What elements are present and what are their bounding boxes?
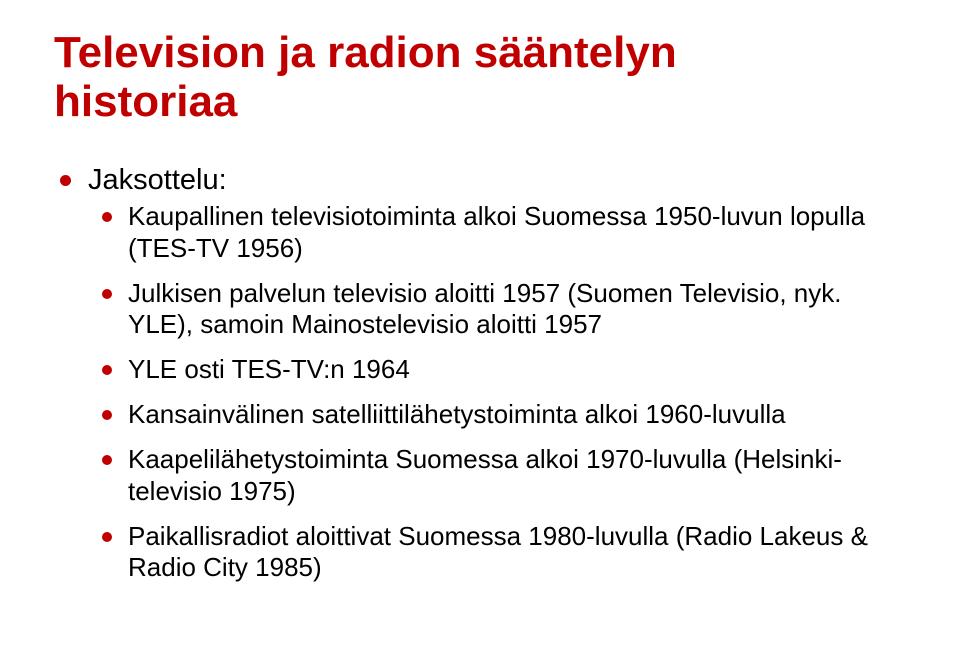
- slide: Television ja radion sääntelyn historiaa…: [0, 0, 960, 660]
- sub-bullet: Julkisen palvelun televisio aloitti 1957…: [88, 278, 906, 340]
- bullet-top: Jaksottelu: Kaupallinen televisiotoimint…: [54, 163, 906, 584]
- bullet-top-text: Jaksottelu:: [88, 164, 227, 196]
- sub-bullet: Kaapelilähetystoiminta Suomessa alkoi 19…: [88, 444, 906, 506]
- title-line-1: Television ja radion sääntelyn: [54, 28, 677, 77]
- bullet-list: Jaksottelu: Kaupallinen televisiotoimint…: [54, 163, 906, 584]
- sub-bullet: Kansainvälinen satelliittilähetystoimint…: [88, 399, 906, 430]
- title-line-2: historiaa: [54, 77, 237, 126]
- slide-title: Television ja radion sääntelyn historiaa: [54, 28, 906, 127]
- sub-bullet-list: Kaupallinen televisiotoiminta alkoi Suom…: [88, 201, 906, 583]
- sub-bullet: YLE osti TES-TV:n 1964: [88, 354, 906, 385]
- sub-bullet: Paikallisradiot aloittivat Suomessa 1980…: [88, 521, 906, 583]
- sub-bullet: Kaupallinen televisiotoiminta alkoi Suom…: [88, 201, 906, 263]
